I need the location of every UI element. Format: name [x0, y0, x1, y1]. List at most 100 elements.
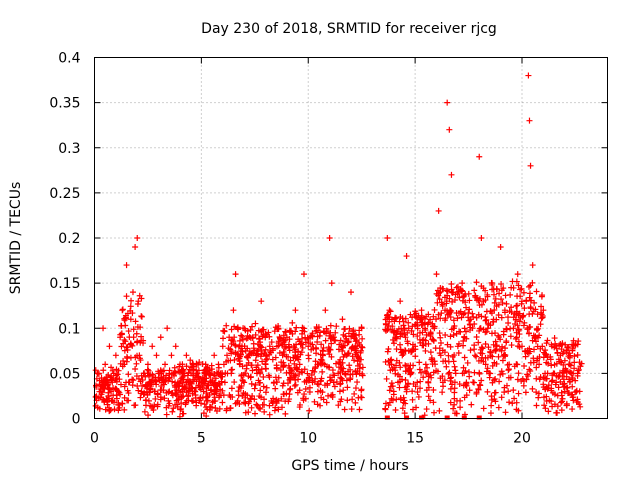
data-point [570, 370, 577, 377]
data-point [283, 369, 290, 376]
data-point [341, 406, 348, 413]
data-point [455, 349, 462, 356]
data-point [243, 362, 250, 369]
data-point [132, 244, 139, 251]
data-point [262, 346, 269, 353]
data-point [490, 377, 497, 384]
data-point [120, 357, 127, 364]
data-point [437, 339, 444, 346]
data-point [231, 323, 238, 330]
data-point [533, 389, 540, 396]
data-point [410, 331, 417, 338]
data-point [124, 397, 131, 404]
data-point [359, 371, 366, 378]
data-point [437, 334, 444, 341]
data-point [543, 340, 550, 347]
data-point [569, 341, 576, 348]
data-point [193, 402, 200, 409]
data-point [503, 339, 510, 346]
data-point [430, 399, 437, 406]
data-point [483, 368, 490, 375]
data-point [515, 338, 522, 345]
data-point [525, 283, 532, 290]
data-point [401, 327, 408, 334]
data-point [518, 300, 525, 307]
data-point [529, 310, 536, 317]
data-point [301, 366, 308, 373]
data-point [111, 406, 118, 413]
data-point [390, 391, 397, 398]
data-point [266, 411, 273, 418]
data-point [259, 358, 266, 365]
data-point [572, 342, 579, 349]
data-point [252, 410, 259, 417]
data-point [108, 373, 115, 380]
data-point [130, 334, 137, 341]
data-point [314, 361, 321, 368]
data-point [262, 360, 269, 367]
data-point [121, 383, 128, 390]
data-point [400, 394, 407, 401]
data-point [537, 345, 544, 352]
data-point [317, 387, 324, 394]
data-point [239, 363, 246, 370]
data-point [418, 314, 425, 321]
data-point [484, 293, 491, 300]
data-point [546, 397, 553, 404]
data-point [321, 382, 328, 389]
data-point [326, 235, 333, 241]
data-point [440, 358, 447, 365]
data-point [543, 375, 550, 382]
data-point [533, 402, 540, 409]
data-point [564, 384, 571, 391]
data-point [398, 330, 405, 337]
data-point [92, 402, 99, 409]
data-point [448, 326, 455, 333]
data-point [444, 341, 451, 348]
data-point [352, 332, 359, 339]
data-point [466, 317, 473, 324]
data-point [560, 361, 567, 368]
data-point [348, 289, 354, 296]
data-point [515, 390, 522, 397]
gap-marker [404, 415, 410, 420]
plot-frame [94, 57, 608, 419]
data-point [552, 340, 559, 347]
data-point [526, 345, 533, 352]
data-point [211, 352, 218, 359]
data-point [232, 271, 239, 278]
data-point [247, 373, 254, 380]
data-point [113, 395, 120, 402]
data-point [179, 379, 186, 386]
data-point [203, 385, 210, 392]
data-point [529, 262, 536, 269]
data-point [511, 310, 518, 317]
data-point [98, 374, 105, 381]
data-point [518, 285, 525, 292]
data-point [245, 409, 252, 416]
data-point [271, 407, 278, 414]
data-point [577, 403, 584, 410]
data-point [99, 382, 106, 389]
data-point [455, 340, 462, 347]
data-point [351, 390, 358, 397]
data-point [488, 279, 495, 286]
data-point [548, 341, 555, 348]
data-point [389, 336, 396, 343]
data-point [543, 359, 550, 366]
data-point [169, 408, 176, 415]
data-point [490, 291, 497, 298]
data-point [340, 331, 347, 338]
data-point [327, 322, 334, 329]
data-point [385, 345, 392, 352]
data-point [519, 313, 526, 320]
data-points [92, 72, 585, 420]
data-point [348, 406, 355, 413]
data-point [337, 398, 344, 405]
data-point [149, 371, 156, 378]
data-point [309, 367, 316, 374]
data-point [480, 326, 487, 333]
data-point [188, 370, 195, 377]
data-point [205, 381, 212, 388]
data-point [505, 319, 512, 326]
